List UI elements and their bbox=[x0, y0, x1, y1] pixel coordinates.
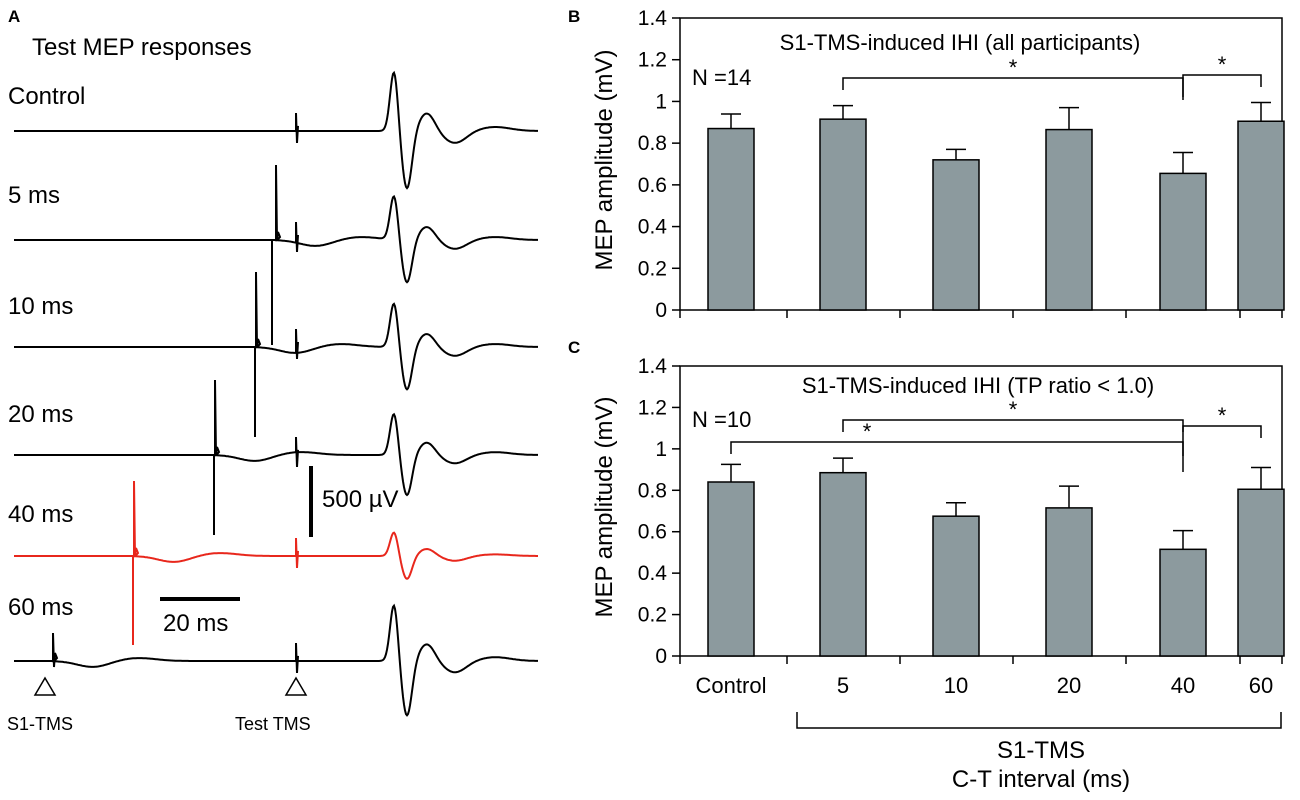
panel-c-bar-chart: C MEP amplitude (mV) S1-TMS-induced IHI … bbox=[568, 338, 1285, 793]
c-ytick-label: 0.4 bbox=[638, 562, 668, 585]
c-ytick-label: 0.8 bbox=[638, 479, 667, 502]
mep-trace-60ms bbox=[14, 603, 538, 717]
b-bar-40 bbox=[1159, 172, 1207, 311]
s1-tms-marker-icon bbox=[33, 676, 57, 696]
b-ytick-label: 0.6 bbox=[638, 174, 667, 197]
panel-c-bars bbox=[707, 457, 1285, 657]
panel-c-n-label: N =10 bbox=[692, 407, 751, 432]
trace-label-10ms: 10 ms bbox=[8, 293, 73, 320]
panel-b-ylabel: MEP amplitude (mV) bbox=[591, 50, 618, 271]
panel-b-bars bbox=[707, 101, 1285, 311]
trace-label-20ms: 20 ms bbox=[8, 401, 73, 428]
b-sig-bracket bbox=[1182, 74, 1262, 97]
b-ytick-label: 0.4 bbox=[638, 216, 668, 239]
time-scale-label: 20 ms bbox=[163, 610, 228, 637]
c-bar-40 bbox=[1159, 548, 1207, 657]
mep-traces-group bbox=[14, 70, 538, 717]
panel-a-title: Test MEP responses bbox=[32, 34, 252, 61]
c-sig-star: * bbox=[1009, 397, 1018, 422]
mep-trace-10ms bbox=[14, 271, 538, 391]
panel-c-letter: C bbox=[568, 338, 580, 357]
panel-a-letter: A bbox=[8, 7, 20, 26]
c-category-label-Control: Control bbox=[696, 673, 767, 698]
s1-tms-marker-label: S1-TMS bbox=[7, 714, 73, 734]
c-ytick-label: 1 bbox=[655, 438, 667, 461]
panel-b-bar-chart: B MEP amplitude (mV) S1-TMS-induced IHI … bbox=[568, 7, 1285, 322]
mep-trace-40ms bbox=[14, 480, 538, 580]
c-category-label-60: 60 bbox=[1249, 673, 1273, 698]
c-bar-10 bbox=[932, 515, 980, 657]
b-ytick-label: 1.2 bbox=[638, 49, 667, 72]
c-ytick-label: 0.6 bbox=[638, 521, 667, 544]
b-sig-bracket bbox=[842, 77, 1184, 100]
panel-b-title: S1-TMS-induced IHI (all participants) bbox=[780, 30, 1141, 55]
c-category-label-40: 40 bbox=[1171, 673, 1195, 698]
c-sig-star: * bbox=[1218, 403, 1227, 428]
panel-c-significance: * * * bbox=[730, 397, 1262, 472]
panel-b-x-axis bbox=[679, 310, 1283, 318]
b-bar-60 bbox=[1237, 120, 1285, 311]
test-tms-marker-icon bbox=[284, 676, 308, 696]
b-bar-Control bbox=[707, 127, 755, 311]
c-ytick-label: 1.4 bbox=[638, 355, 668, 378]
voltage-scale-label: 500 µV bbox=[322, 486, 399, 513]
c-sig-bracket bbox=[730, 441, 1184, 472]
trace-label-40ms: 40 ms bbox=[8, 501, 73, 528]
trace-label-5ms: 5 ms bbox=[8, 182, 60, 209]
trace-label-control: Control bbox=[8, 83, 85, 110]
mep-trace-5ms bbox=[14, 164, 538, 284]
panel-c-ylabel: MEP amplitude (mV) bbox=[591, 397, 618, 618]
c-ytick-label: 1.2 bbox=[638, 396, 667, 419]
b-bar-20 bbox=[1045, 128, 1093, 311]
c-bar-Control bbox=[707, 481, 755, 657]
b-ytick-label: 0.8 bbox=[638, 132, 667, 155]
mep-trace-20ms bbox=[14, 379, 538, 497]
xaxis-group-label-2: C-T interval (ms) bbox=[952, 766, 1130, 793]
panel-c-y-axis: 0 0.2 0.4 0.6 0.8 1 1.2 1.4 bbox=[638, 355, 680, 668]
c-bar-20 bbox=[1045, 507, 1093, 657]
c-ytick-label: 0.2 bbox=[638, 604, 667, 627]
b-ytick-label: 0 bbox=[655, 299, 667, 322]
panel-b-y-axis: 0 0.2 0.4 0.6 0.8 1 1.2 1.4 bbox=[638, 7, 680, 322]
c-sig-bracket bbox=[1182, 425, 1262, 456]
panel-b-letter: B bbox=[568, 7, 580, 26]
b-sig-star: * bbox=[1009, 55, 1018, 80]
c-sig-star: * bbox=[863, 419, 872, 444]
panel-b-significance: * * bbox=[842, 52, 1262, 100]
panel-b-n-label: N =14 bbox=[692, 65, 751, 90]
b-bar-10 bbox=[932, 159, 980, 311]
b-ytick-label: 0.2 bbox=[638, 257, 667, 280]
c-ytick-label: 0 bbox=[655, 645, 667, 668]
panel-c-category-labels: Control 5 10 20 40 60 bbox=[696, 673, 1274, 698]
c-category-label-20: 20 bbox=[1057, 673, 1081, 698]
trace-label-60ms: 60 ms bbox=[8, 594, 73, 621]
panel-c-title: S1-TMS-induced IHI (TP ratio < 1.0) bbox=[802, 373, 1154, 398]
panel-a-mep-traces: A Test MEP responses Control 5 ms 10 ms … bbox=[7, 7, 538, 734]
b-ytick-label: 1.4 bbox=[638, 7, 668, 30]
b-sig-star: * bbox=[1218, 52, 1227, 77]
xaxis-group-label-1: S1-TMS bbox=[997, 737, 1085, 764]
c-category-label-5: 5 bbox=[837, 673, 849, 698]
mep-trace-Control bbox=[14, 70, 538, 190]
ct-interval-bracket bbox=[796, 712, 1282, 729]
c-bar-5 bbox=[819, 471, 867, 657]
panel-c-x-axis bbox=[679, 656, 1283, 664]
test-tms-marker-label: Test TMS bbox=[235, 714, 311, 734]
c-bar-60 bbox=[1237, 488, 1285, 657]
b-bar-5 bbox=[819, 118, 867, 311]
b-ytick-label: 1 bbox=[655, 90, 667, 113]
c-category-label-10: 10 bbox=[944, 673, 968, 698]
